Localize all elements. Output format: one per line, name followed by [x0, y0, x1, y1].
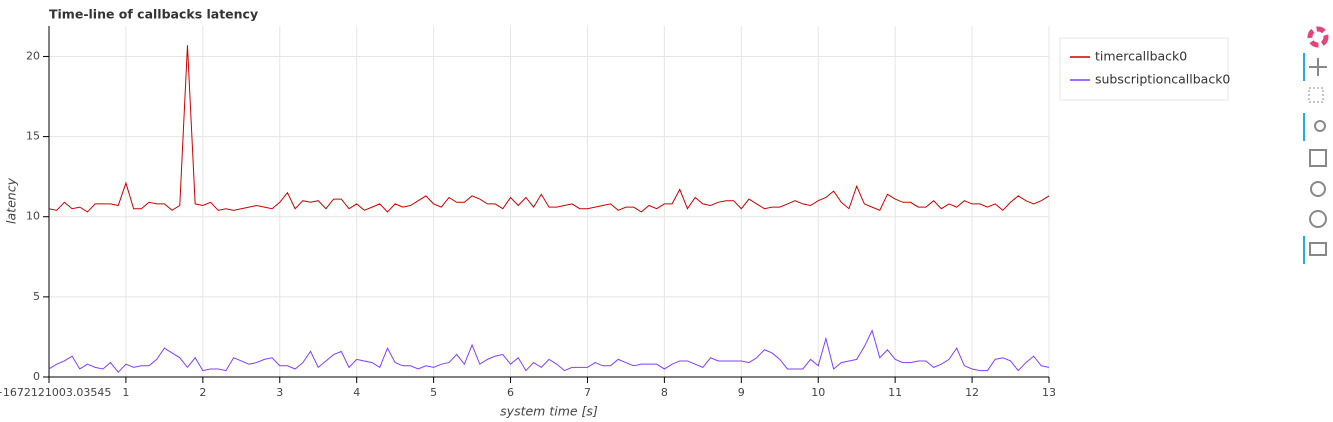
- box-zoom-tool[interactable]: [1308, 87, 1324, 103]
- legend-label: subscriptioncallback0: [1095, 72, 1230, 87]
- x-tick-label: 2: [199, 386, 206, 399]
- legend-label: timercallback0: [1095, 49, 1187, 64]
- x-tick-label: 13: [1042, 386, 1056, 399]
- x-tick-label: 10: [811, 386, 825, 399]
- x-tick-label: 8: [661, 386, 668, 399]
- y-tick-label: 20: [26, 49, 40, 62]
- legend-box: [1059, 37, 1229, 101]
- help-tool[interactable]: [1309, 210, 1327, 228]
- x-tick-label: 3: [276, 386, 283, 399]
- toolbar: [1303, 26, 1329, 264]
- chart-title: Time-line of callbacks latency: [49, 7, 258, 22]
- x-tick-label: 1: [122, 386, 129, 399]
- reset-tool[interactable]: [1310, 181, 1326, 197]
- hover-tool[interactable]: [1309, 242, 1327, 256]
- wheel-zoom-tool[interactable]: [1314, 120, 1326, 132]
- x-tick-label: 4: [353, 386, 360, 399]
- y-tick-label: 15: [26, 130, 40, 143]
- x-tick-label: 6: [507, 386, 514, 399]
- logo[interactable]: [1307, 26, 1329, 48]
- x-tick-label: 7: [584, 386, 591, 399]
- series-line: [48, 329, 1050, 373]
- x-tick-label: 12: [965, 386, 979, 399]
- x-tick-label: 5: [430, 386, 437, 399]
- y-tick-label: 5: [33, 290, 40, 303]
- save-tool[interactable]: [1309, 149, 1327, 167]
- x-tick-label: 0+1672121003.03545: [0, 386, 111, 399]
- y-tick-label: 0: [33, 370, 40, 383]
- series-line: [48, 45, 1050, 213]
- pan-tool[interactable]: [1309, 58, 1327, 76]
- x-tick-label: 9: [738, 386, 745, 399]
- x-axis-label: system time [s]: [500, 404, 598, 419]
- x-tick-label: 11: [888, 386, 902, 399]
- y-axis-label: latency: [4, 177, 19, 224]
- y-tick-label: 10: [26, 210, 40, 223]
